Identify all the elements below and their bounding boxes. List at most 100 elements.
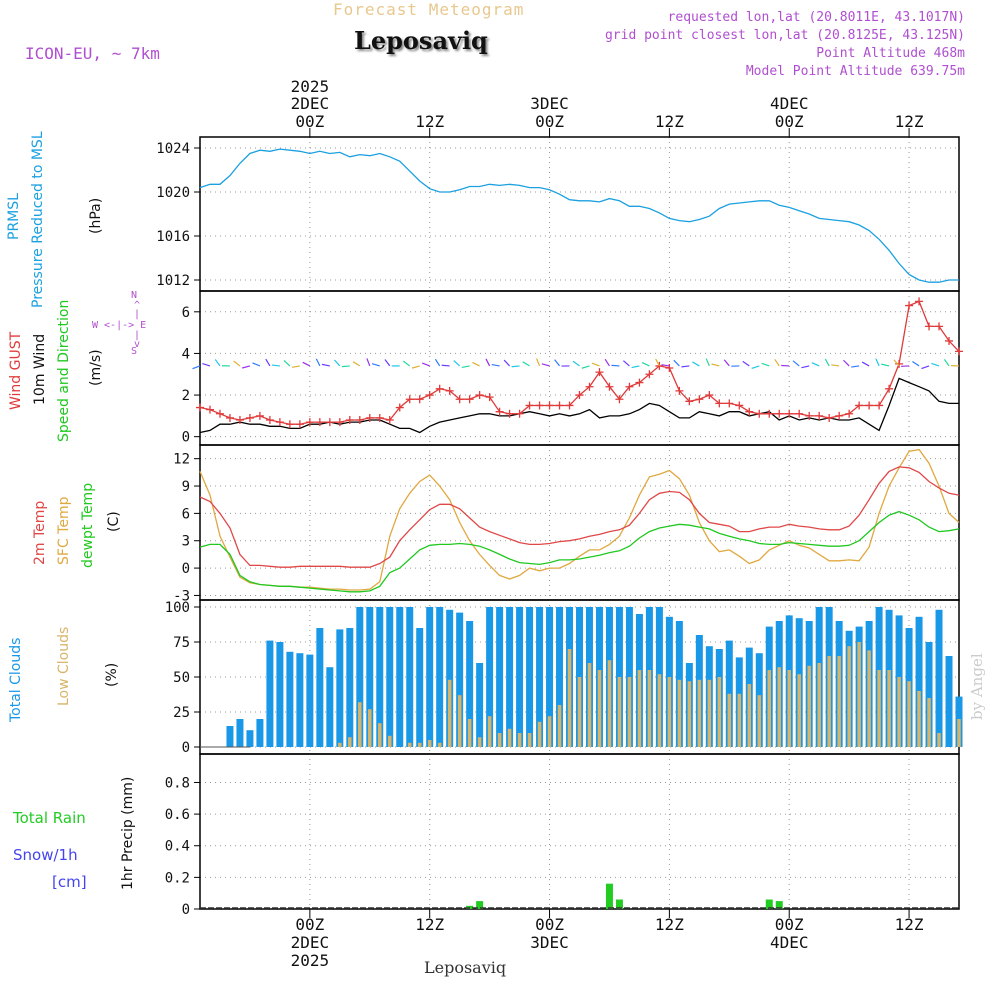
low-cloud-bar [667,677,672,747]
wind-direction-arrow [291,365,300,368]
wind-direction-arrow [943,359,950,367]
wind-direction-arrow [801,365,810,369]
low-cloud-bar [388,735,392,747]
wind-direction-arrow [623,360,630,367]
low-cloud-bar [537,721,542,747]
gust-point [795,409,804,418]
wind-direction-arrow [843,359,850,367]
low-cloud-bar [697,679,702,747]
low-cloud-bar [557,705,562,747]
bottom-time-label: 00Z [775,915,804,934]
gust-point [285,420,294,429]
wind-direction-arrow [742,360,750,367]
total-cloud-bar [246,730,254,747]
wind-direction-arrow [711,363,720,367]
bottom-time-label: 2DEC [291,933,330,952]
total-cloud-bar [306,654,314,747]
top-time-label: 4DEC [770,94,809,113]
total-cloud-bar [266,640,274,747]
low-cloud-bar [348,737,352,747]
wind-direction-arrow [352,361,361,367]
wind-direction-arrow [792,360,800,367]
low-cloud-bar [907,681,911,747]
y-tick-label: 0.2 [165,870,190,886]
low-cloud-bar [917,691,921,747]
y-tick-label: 1020 [156,185,190,201]
wind-direction-arrow [233,360,241,367]
low-cloud-bar [737,693,742,747]
y-tick-label: 9 [182,479,190,495]
low-cloud-bar [897,677,901,747]
panel-3: 0 25 50 75 100 [165,599,963,756]
total-cloud-bar [466,621,474,747]
wind-direction-arrow [434,358,441,367]
low-cloud-bar [587,663,592,747]
wind-direction-arrow [661,364,670,367]
gust-point [525,401,534,410]
low-cloud-bar [637,670,642,747]
gust-point [715,399,724,408]
wind-direction-arrow [302,361,311,367]
y-tick-label: 100 [165,600,190,616]
wind-direction-arrow [631,365,640,369]
bottom-time-label: 2025 [291,951,330,970]
wind-direction-arrow [655,358,660,367]
low-cloud-bar [657,674,662,747]
panel-0: 1012 1016 1020 1024 [156,136,960,292]
low-cloud-bar [877,670,881,747]
total-cloud-bar [316,628,324,747]
top-time-label: 3DEC [530,94,569,113]
low-cloud-bar [867,650,871,747]
gust-point [845,409,854,418]
wind-direction-arrow [673,359,680,367]
total-cloud-bar [416,628,424,747]
top-time-label: 00Z [535,112,564,131]
compass-south-arrow-icon: | v [134,330,141,350]
total-cloud-bar [236,719,244,747]
gust-point [325,418,334,427]
wind-gust-line [199,300,960,425]
low-cloud-bar [507,728,512,747]
wind-direction-arrow [265,358,271,367]
wind-direction-arrow [242,365,251,369]
total-cloud-bar [546,607,554,747]
wind-direction-arrow [192,365,201,370]
wind-direction-arrow [921,365,930,370]
total-cloud-bar [486,607,494,747]
gust-point [585,382,594,391]
y-tick-label: 1016 [156,229,190,245]
bottom-time-label: 4DEC [770,933,809,952]
wind-direction-arrow [554,359,560,367]
low-cloud-bar [497,733,502,747]
gust-point [395,403,404,412]
gust-point [245,413,254,422]
y-tick-label: 12 [173,452,190,468]
gust-point [895,359,904,368]
total-cloud-bar [286,651,294,747]
panel-frame [199,136,960,292]
wind-direction-arrow [366,358,371,367]
total-cloud-bar [376,607,384,747]
gust-point [415,395,424,404]
wind-direction-arrow [491,363,500,367]
rain-bar [775,901,783,909]
gust-point [205,405,214,414]
y-tick-label: 6 [182,506,190,522]
gust-point [885,384,894,393]
wind-direction-arrow [202,363,211,367]
compass-north-arrow-icon: ^ | [134,300,141,320]
total-cloud-bar [556,607,564,747]
compass-east-west-label: W <-|-> E [92,320,147,331]
gust-point [625,382,634,391]
rain-bar [765,899,773,909]
wind-direction-arrow [893,359,900,367]
gust-point [945,336,954,345]
requested-coords: requested lon,lat (20.8011E, 43.1017N) [667,10,965,25]
top-time-label: 2025 [291,77,330,96]
low-cloud-bar [777,667,781,747]
gust-point [225,413,234,422]
gust-point [196,403,204,412]
wind-direction-arrow [824,358,830,367]
gust-point [645,370,654,379]
total-rain-label: Total Rain [13,809,86,827]
